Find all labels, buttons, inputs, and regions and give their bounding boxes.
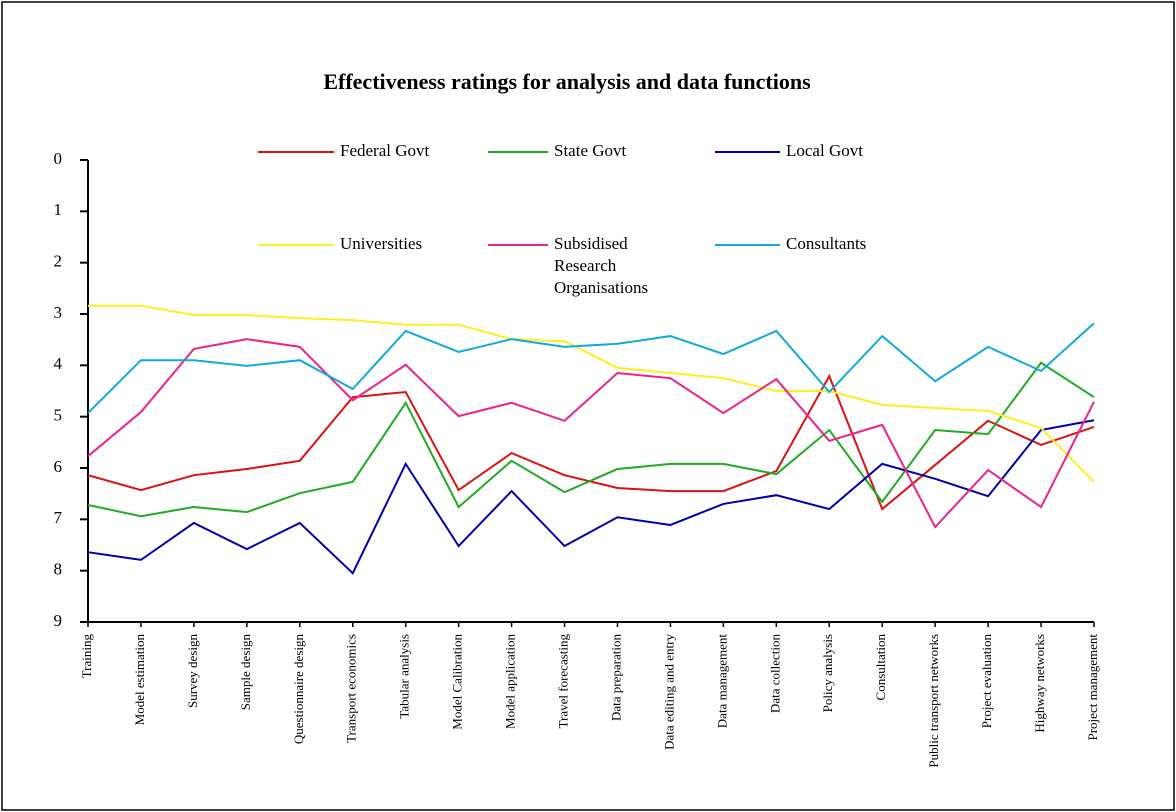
x-tick-label: Model application <box>503 634 518 729</box>
x-tick-label: Model estimation <box>132 634 147 726</box>
y-tick-label: 7 <box>54 508 63 527</box>
x-tick-label: Project management <box>1085 634 1100 741</box>
x-tick-label: Travel forecasting <box>556 634 571 729</box>
x-tick-label: Policy analysis <box>820 634 835 712</box>
series-line <box>87 322 1095 414</box>
y-tick-label: 3 <box>54 303 63 322</box>
legend-entry: State Govt <box>554 141 627 160</box>
x-tick-label: Project evaluation <box>979 634 994 729</box>
x-tick-label: Data preparation <box>608 634 623 721</box>
x-tick-label: Tabular analysis <box>397 634 412 719</box>
series-line <box>87 338 1095 529</box>
y-tick-label: 0 <box>54 149 63 168</box>
legend-label: Local Govt <box>786 141 863 160</box>
y-tick-label: 5 <box>54 406 63 425</box>
x-tick-label: Questionnaire design <box>291 634 306 745</box>
legend-entry: Consultants <box>786 234 867 253</box>
series-line <box>87 361 1095 518</box>
chart-title: Effectiveness ratings for analysis and d… <box>323 69 811 94</box>
series-line <box>88 304 1095 483</box>
x-tick-label: Survey design <box>185 634 200 709</box>
series-line <box>87 419 1095 575</box>
x-tick-label: Highway networks <box>1032 634 1047 733</box>
x-tick-label: Consultation <box>873 634 888 701</box>
x-tick-label: Transport economics <box>344 634 359 743</box>
legend-label: Universities <box>340 234 423 253</box>
y-tick-label: 9 <box>54 611 63 630</box>
legend-label: Consultants <box>786 234 867 253</box>
legend-label: Subsidised Research Organisations <box>554 234 649 297</box>
y-tick-label: 2 <box>54 252 63 271</box>
legend-entry: Subsidised Research Organisations <box>554 234 649 297</box>
x-tick-label: Data collection <box>767 634 782 714</box>
y-tick-label: 6 <box>54 457 63 476</box>
x-tick-label: Data editing and entry <box>661 634 676 750</box>
x-tick-label: Data management <box>714 634 729 729</box>
legend-entry: Local Govt <box>786 141 863 160</box>
y-tick-label: 1 <box>54 200 63 219</box>
legend-entry: Federal Govt <box>340 141 430 160</box>
y-tick-label: 8 <box>54 560 63 579</box>
x-tick-label: Public transport networks <box>926 634 941 768</box>
x-tick-label: Sample design <box>238 634 253 711</box>
legend-label: State Govt <box>554 141 627 160</box>
x-tick-label: Model Calibration <box>450 634 465 730</box>
legend-entry: Universities <box>340 234 423 253</box>
legend-label: Federal Govt <box>340 141 430 160</box>
x-tick-label: Training <box>79 634 94 679</box>
y-tick-label: 4 <box>54 354 63 373</box>
